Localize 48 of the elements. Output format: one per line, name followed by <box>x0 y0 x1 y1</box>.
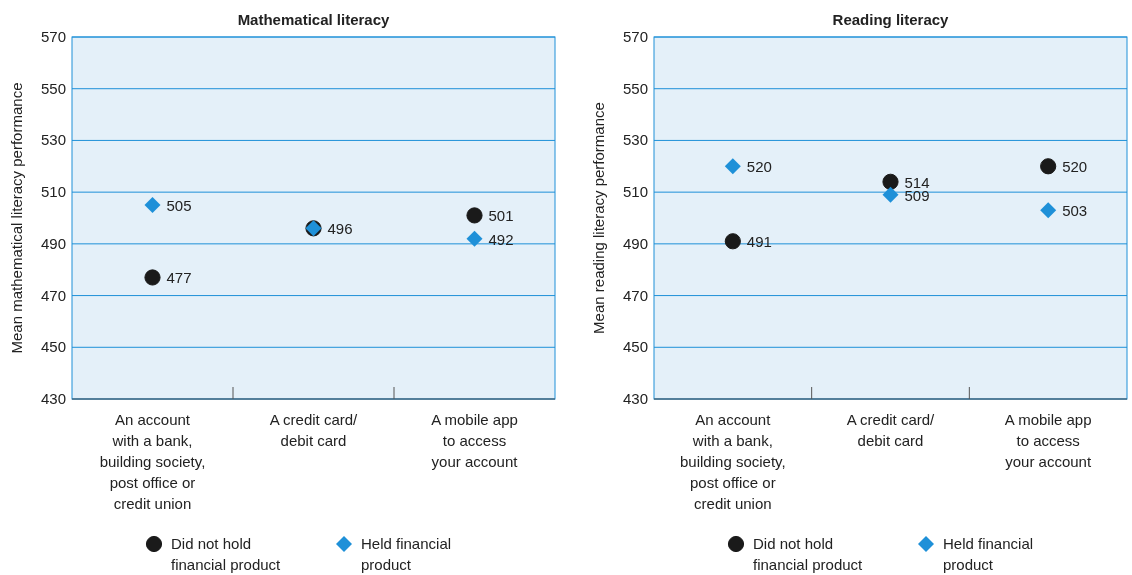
y-tick-label: 570 <box>40 28 66 45</box>
y-axis-title: Mean reading literacy performance <box>590 102 607 334</box>
point <box>724 158 741 175</box>
x-tick-label: A mobile app to access your account <box>1004 411 1092 470</box>
legend-label: Held financial product <box>361 535 452 573</box>
data-label: 520 <box>1062 158 1088 176</box>
legend-label: Held financial product <box>943 535 1034 573</box>
point <box>882 186 899 203</box>
chart-title: Reading literacy <box>832 11 950 28</box>
legend-label: Did not hold financial product <box>753 535 864 573</box>
y-tick-label: 430 <box>622 390 648 407</box>
y-tick-label: 490 <box>40 234 66 252</box>
data-label: 514 <box>904 173 930 191</box>
x-tick-label: A credit card/ debit card <box>846 411 936 449</box>
y-tick-label: 550 <box>622 79 648 97</box>
chart-title: Mathematical literacy <box>237 11 391 28</box>
point <box>466 207 483 224</box>
point <box>882 173 899 190</box>
y-tick-label: 570 <box>622 28 648 45</box>
point <box>724 233 741 250</box>
x-tick-label: An account with a bank, building society, post office or credit union <box>99 411 206 512</box>
data-label: 503 <box>1062 202 1088 220</box>
x-tick-label: A mobile app to access your account <box>431 411 519 470</box>
point <box>1040 202 1057 219</box>
y-tick-label: 530 <box>40 131 66 149</box>
data-label: 477 <box>166 269 192 287</box>
y-tick-label: 430 <box>40 390 66 407</box>
y-axis-title: Mean mathematical literacy performance <box>8 82 25 354</box>
y-tick-label: 550 <box>40 79 66 97</box>
point <box>466 230 483 247</box>
y-tick-label: 470 <box>622 286 648 304</box>
y-tick-label: 450 <box>622 338 648 356</box>
data-label: 496 <box>327 220 353 238</box>
y-tick-label: 510 <box>40 183 66 201</box>
point <box>144 269 161 286</box>
y-tick-label: 530 <box>622 131 648 149</box>
y-tick-label: 470 <box>40 286 66 304</box>
point <box>144 197 161 214</box>
data-label: 501 <box>488 207 514 225</box>
x-tick-label: An account with a bank, building society, post office or credit union <box>680 411 786 512</box>
data-label: 505 <box>166 197 192 215</box>
data-label: 520 <box>746 158 772 176</box>
x-tick-label: A credit card/ debit card <box>269 411 359 449</box>
legend-label: Did not hold financial product <box>171 535 282 573</box>
y-tick-label: 450 <box>40 338 66 356</box>
y-tick-label: 510 <box>622 183 648 201</box>
y-tick-label: 490 <box>622 234 648 252</box>
point <box>1040 158 1057 175</box>
